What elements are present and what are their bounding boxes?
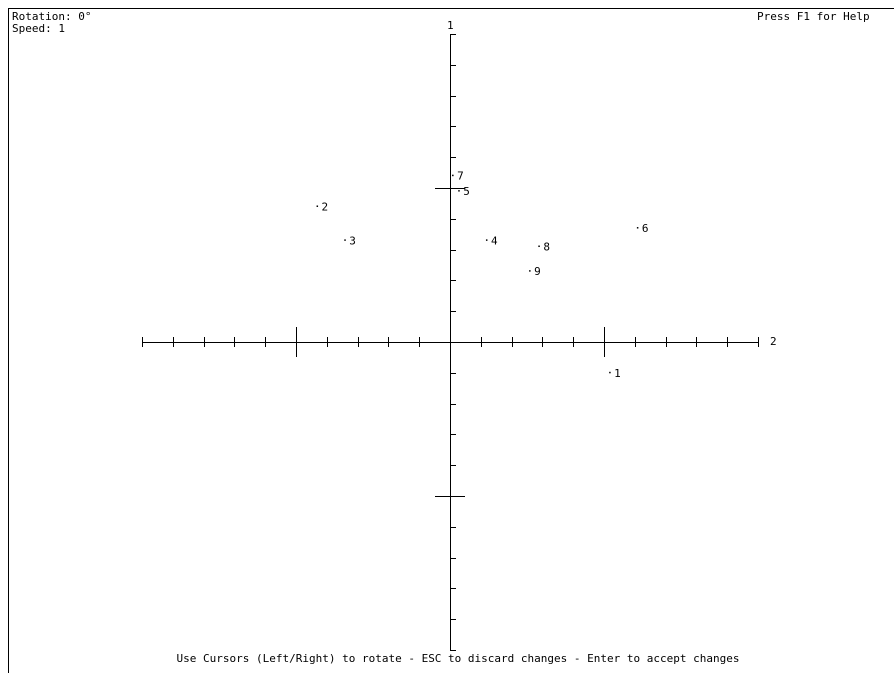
point (609, 371, 611, 374)
point (458, 190, 460, 192)
point (452, 174, 454, 177)
point-label: 2 (322, 200, 329, 213)
point-label: 3 (349, 234, 356, 247)
point (344, 239, 346, 241)
help-hint: Press F1 for Help (757, 10, 870, 23)
point (538, 245, 540, 248)
point-label: 1 (614, 367, 621, 380)
point-label: 5 (463, 185, 470, 198)
point (485, 239, 488, 241)
speed-status: Speed: 1 (12, 22, 65, 35)
frame (8, 8, 894, 673)
rotation-status: Rotation: 0° (12, 10, 91, 23)
point-label: 8 (543, 241, 550, 254)
x-axis-label: 2 (770, 335, 777, 348)
point-label: 4 (491, 234, 498, 247)
footer-instructions: Use Cursors (Left/Right) to rotate - ESC… (177, 652, 740, 665)
point (529, 270, 531, 272)
point-label: 7 (457, 170, 464, 183)
point (636, 227, 639, 229)
point (316, 205, 319, 207)
y-axis-label: 1 (447, 19, 454, 32)
point-label: 6 (642, 222, 649, 235)
point-label: 9 (534, 265, 541, 278)
